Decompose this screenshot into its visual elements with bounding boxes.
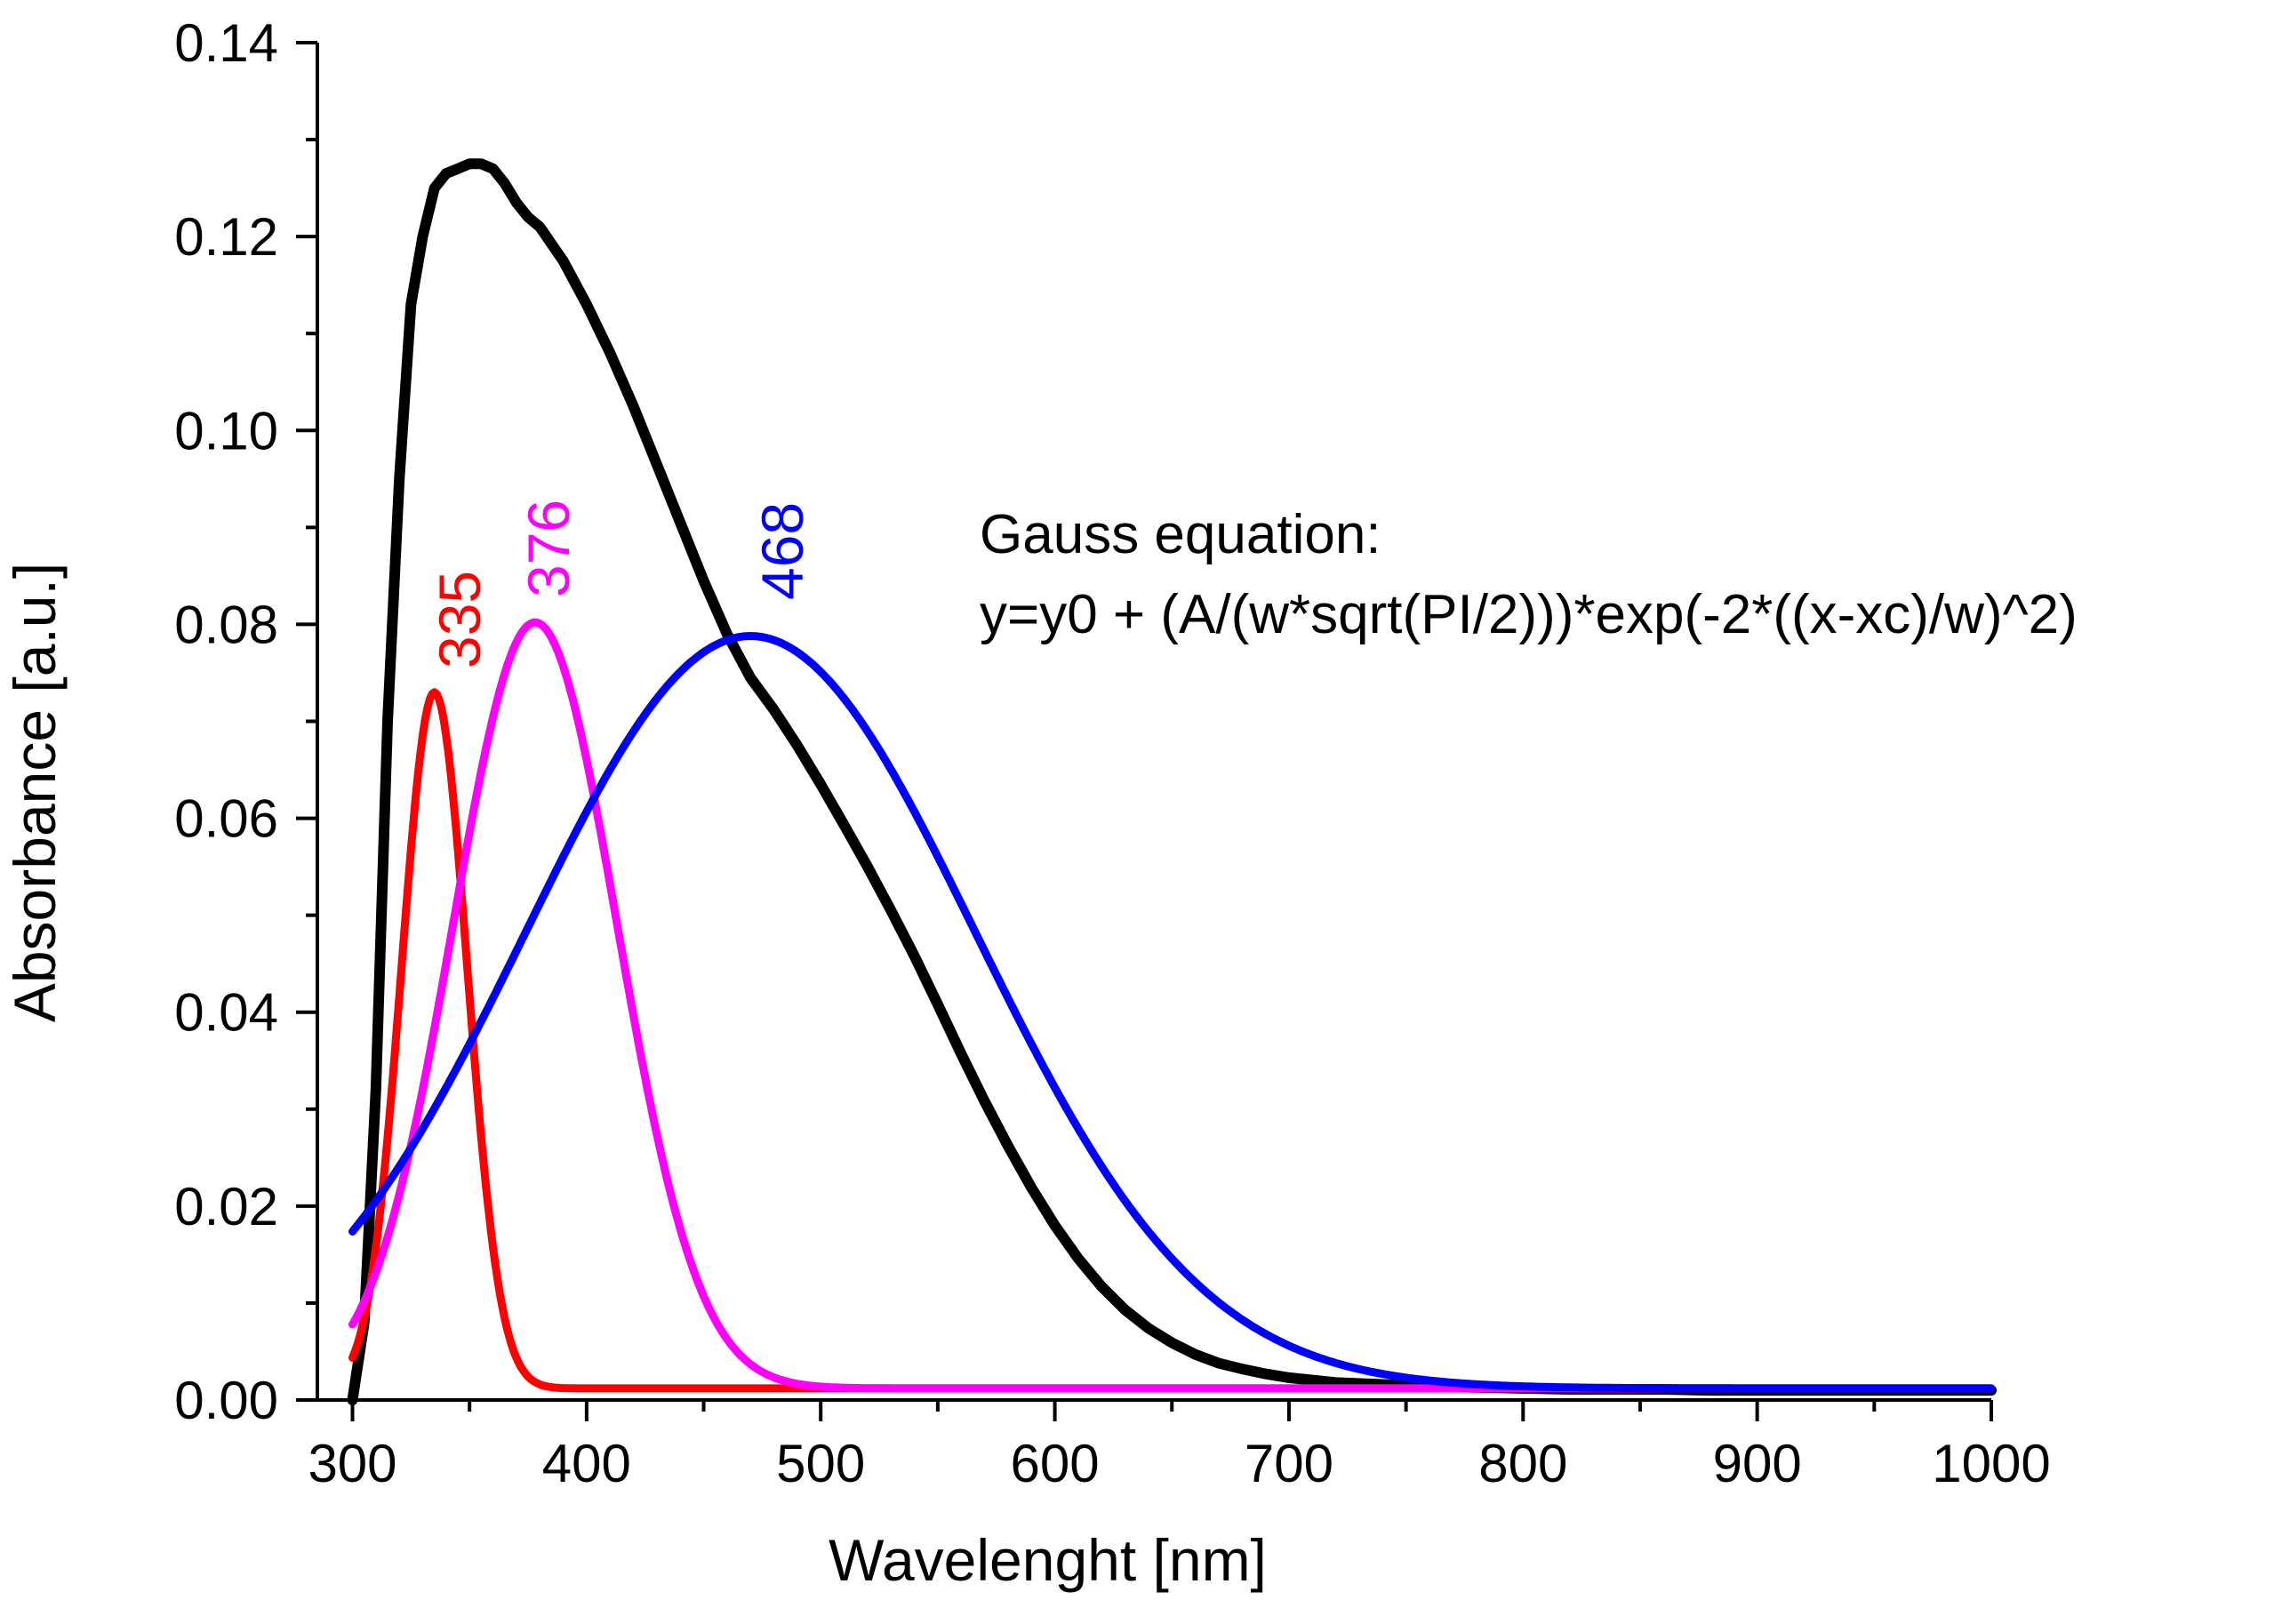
x-tick-label: 800 xyxy=(1478,1434,1567,1493)
y-tick-label: 0.02 xyxy=(174,1177,278,1236)
y-tick-label: 0.04 xyxy=(174,983,278,1043)
gauss-equation-heading: Gauss equation: xyxy=(980,504,1381,565)
peak-label-335: 335 xyxy=(427,571,492,668)
y-tick-label: 0.10 xyxy=(174,401,278,460)
x-axis-title: Wavelenght [nm] xyxy=(829,1527,1267,1593)
measured-spectrum-line xyxy=(347,158,1997,1405)
gauss-curve-376 xyxy=(348,618,1996,1393)
peak-label-376: 376 xyxy=(516,500,581,597)
axes xyxy=(316,43,1991,1402)
series-layer xyxy=(347,158,1997,1405)
y-tick-label: 0.06 xyxy=(174,789,278,849)
ticks: 0.00 0.02 0.04 0.06 0.08 0.10 0.12 0.14 300 400 50… xyxy=(174,13,2051,1493)
x-tick-label: 300 xyxy=(308,1434,396,1493)
x-tick-label: 500 xyxy=(776,1434,865,1493)
gauss-curve-468 xyxy=(348,632,1996,1393)
y-tick-label: 0.14 xyxy=(174,13,278,73)
y-tick-label: 0.12 xyxy=(174,207,278,267)
x-tick-label: 900 xyxy=(1713,1434,1802,1493)
y-axis-title: Absorbance [a.u.] xyxy=(2,563,68,1022)
x-tick-label: 700 xyxy=(1245,1434,1333,1493)
peak-label-468: 468 xyxy=(749,502,815,600)
gauss-equation-formula: y=y0 + (A/(w*sqrt(PI/2)))*exp(-2*((x-xc)… xyxy=(980,584,2078,645)
y-tick-label: 0.08 xyxy=(174,595,278,654)
x-tick-label: 600 xyxy=(1011,1434,1100,1493)
x-tick-label: 400 xyxy=(542,1434,631,1493)
y-tick-label: 0.00 xyxy=(174,1371,278,1430)
x-tick-label: 1000 xyxy=(1932,1434,2050,1493)
